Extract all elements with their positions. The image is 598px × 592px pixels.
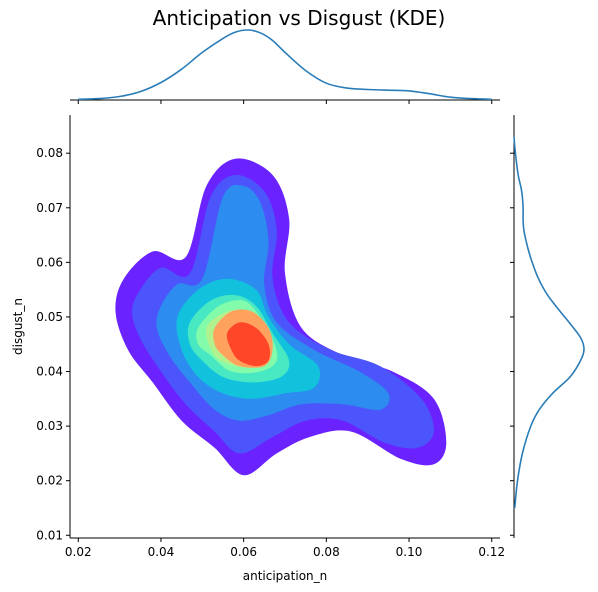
y-tick-label: 0.06: [36, 255, 63, 269]
marginal-y-density-line: [513, 136, 585, 509]
y-tick-label: 0.03: [36, 419, 63, 433]
chart-title: Anticipation vs Disgust (KDE): [152, 6, 446, 30]
y-tick-label: 0.01: [36, 528, 63, 542]
y-tick-label: 0.04: [36, 365, 63, 379]
kde-level-8: [226, 322, 270, 367]
x-tick-label: 0.12: [478, 545, 505, 559]
y-tick-label: 0.07: [36, 201, 63, 215]
y-tick-label: 0.05: [36, 310, 63, 324]
y-tick-label: 0.02: [36, 474, 63, 488]
x-tick-label: 0.04: [148, 545, 175, 559]
x-tick-label: 0.06: [230, 545, 257, 559]
y-tick-label: 0.08: [36, 146, 63, 160]
x-tick-label: 0.08: [313, 545, 340, 559]
marginal-x-density-line: [78, 29, 492, 101]
x-tick-label: 0.10: [396, 545, 423, 559]
x-tick-label: 0.02: [65, 545, 92, 559]
y-axis-label: disgust_n: [11, 298, 25, 355]
x-axis-label: anticipation_n: [243, 569, 328, 583]
